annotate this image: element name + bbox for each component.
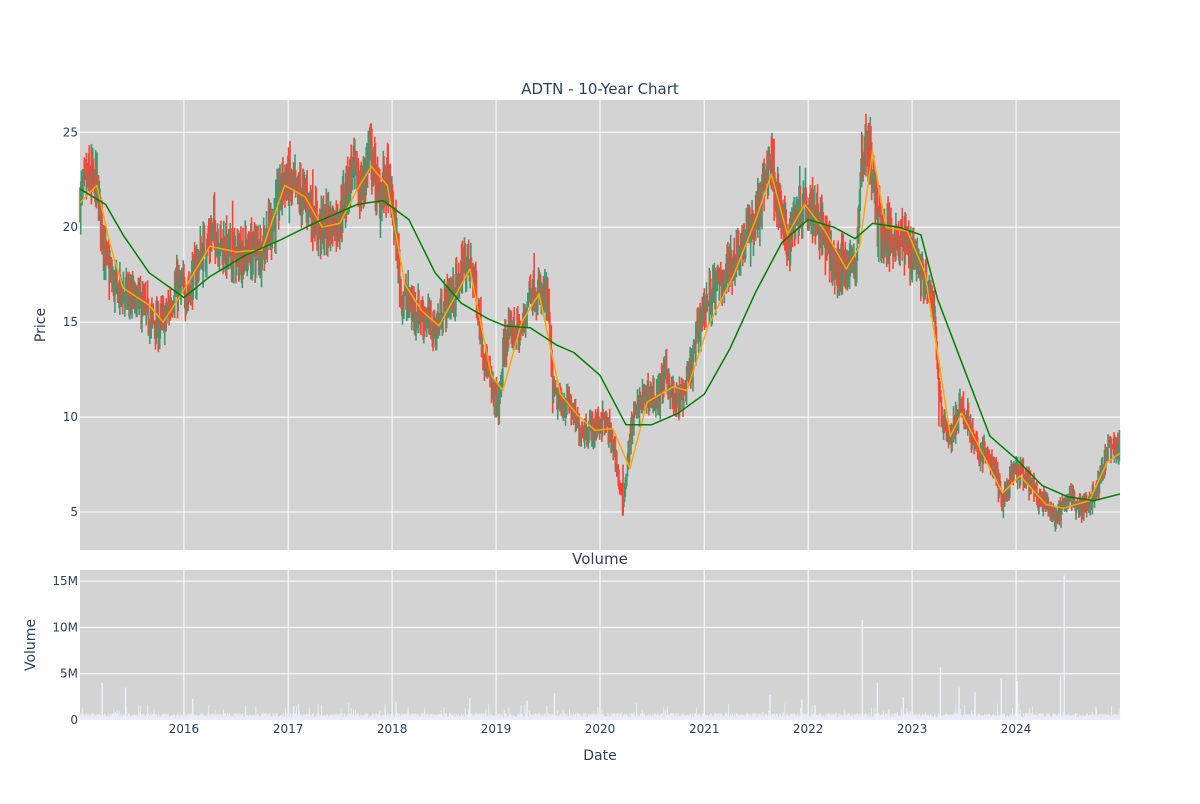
date-x-tick-label: 2018 bbox=[377, 722, 408, 736]
date-x-tick-label: 2016 bbox=[169, 722, 200, 736]
date-x-tick-label: 2022 bbox=[793, 722, 824, 736]
price-y-tick-label: 10 bbox=[63, 410, 78, 424]
chart-title: ADTN - 10-Year Chart bbox=[521, 80, 679, 98]
price-y-tick-label: 5 bbox=[70, 505, 78, 519]
date-x-tick-label: 2020 bbox=[585, 722, 616, 736]
date-x-ticks: 2016 2017 2018 2019 2020 2021 2022 2023 2024 bbox=[169, 722, 1032, 736]
moving-averages bbox=[79, 150, 1121, 509]
date-axis-title: Date bbox=[583, 748, 616, 764]
volume-bars bbox=[79, 575, 1121, 720]
volume-y-tick-label: 15M bbox=[52, 574, 78, 588]
date-x-tick-label: 2024 bbox=[1001, 722, 1032, 736]
volume-axis-title: Volume bbox=[23, 619, 39, 671]
volume-y-tick-label: 0 bbox=[70, 713, 78, 727]
price-y-tick-label: 25 bbox=[63, 125, 78, 139]
date-x-tick-label: 2017 bbox=[273, 722, 304, 736]
volume-y-tick-label: 10M bbox=[52, 620, 78, 634]
price-y-tick-label: 20 bbox=[63, 220, 78, 234]
date-x-tick-label: 2019 bbox=[481, 722, 512, 736]
price-grid bbox=[80, 100, 1120, 550]
short-moving-average-line bbox=[79, 150, 1121, 509]
price-y-ticks: 5 10 15 20 25 bbox=[63, 125, 78, 519]
long-moving-average-line bbox=[79, 188, 1121, 502]
volume-y-tick-label: 5M bbox=[60, 667, 78, 681]
date-x-tick-label: 2021 bbox=[689, 722, 720, 736]
price-axis-title: Price bbox=[33, 308, 49, 342]
volume-title: Volume bbox=[572, 550, 628, 568]
price-y-tick-label: 15 bbox=[63, 315, 78, 329]
date-x-tick-label: 2023 bbox=[897, 722, 928, 736]
volume-y-ticks: 0 5M 10M 15M bbox=[52, 574, 78, 727]
